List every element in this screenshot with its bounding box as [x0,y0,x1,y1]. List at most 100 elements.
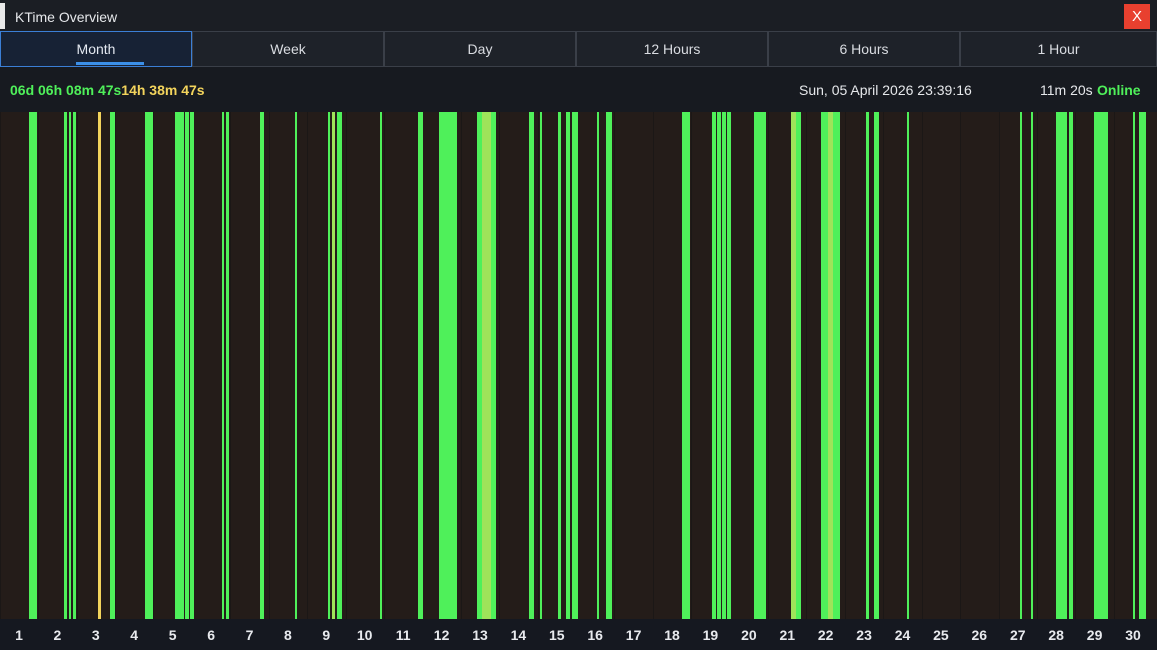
activity-segment-online [259,112,264,619]
activity-segment-online [1132,112,1135,619]
day-tick-label: 13 [472,627,488,643]
day-separator [384,112,385,619]
day-separator [538,112,539,619]
day-separator [307,112,308,619]
tab-label: 6 Hours [839,41,889,57]
day-tick-label: 18 [664,627,680,643]
activity-segment-online [190,112,195,619]
session-duration: 11m 20s [1040,82,1093,98]
activity-segment-online [185,112,189,619]
activity-segment-online [418,112,424,619]
day-tick-label: 1 [15,627,23,643]
activity-segment-online [476,112,482,619]
totals: 06d 06h 08m 47s14h 38m 47s [10,82,205,98]
day-tick-label: 7 [245,627,254,643]
close-button[interactable]: X [1124,4,1150,29]
tab-month[interactable]: Month [0,31,192,67]
activity-segment-online [539,112,542,619]
activity-segment-online [572,112,579,619]
tab-label: Day [467,41,493,57]
activity-segment-online [796,112,802,619]
activity-segment-online [295,112,298,619]
day-separator [0,112,1,619]
day-tick-label: 29 [1086,627,1103,643]
day-separator [806,112,807,619]
activity-segment-online [1139,112,1146,619]
range-tabs: Month Week Day 12 Hours 6 Hours 1 Hour [0,31,1157,67]
activity-segment-online [1056,112,1067,619]
activity-segment-online [175,112,184,619]
activity-segment-online [865,112,870,619]
activity-segment-online [438,112,457,619]
day-tick-label: 22 [817,627,834,643]
window-title: KTime Overview [15,9,118,25]
activity-segment-online [754,112,767,619]
activity-segment-online [874,112,880,619]
activity-timeline[interactable] [0,112,1157,619]
activity-segment-online [606,112,612,619]
tab-label: 12 Hours [643,41,701,57]
day-separator [1075,112,1076,619]
activity-segment-partial [827,112,833,619]
day-tick-label: 6 [207,627,215,643]
day-separator [845,112,846,619]
day-separator [922,112,923,619]
day-separator [1037,112,1038,619]
day-separator [115,112,116,619]
day-separator [653,112,654,619]
day-tick-label: 21 [779,627,796,643]
tab-day[interactable]: Day [384,31,576,67]
app-icon [0,3,5,29]
activity-segment-idle [97,112,102,619]
activity-segment-online [1068,112,1074,619]
activity-segment-online [529,112,535,619]
day-tick-label: 15 [549,627,565,643]
day-tick-label: 28 [1048,627,1064,643]
tab-week[interactable]: Week [192,31,384,67]
activity-segment-online [717,112,722,619]
day-separator [614,112,615,619]
activity-segment-online [722,112,726,619]
day-tick-label: 2 [53,627,62,643]
status-bar: 06d 06h 08m 47s14h 38m 47s Sun, 05 April… [0,67,1157,112]
activity-segment-online [907,112,910,619]
day-tick-label: 30 [1125,627,1141,643]
activity-segment-online [63,112,68,619]
day-separator [269,112,270,619]
tab-label: 1 Hour [1037,41,1080,57]
day-tick-label: 3 [91,627,100,643]
activity-segment-online [222,112,225,619]
day-tick-label: 16 [587,627,603,643]
day-separator [153,112,154,619]
day-tick-label: 17 [625,627,642,643]
current-datetime: Sun, 05 April 2026 23:39:16 [799,82,972,98]
day-axis: 1 2 3 4 5 6 7 8 9 10 11 12 13 14 15 16 17 18 19 20 21 22 23 24 2… [0,619,1157,650]
activity-segment-online [597,112,600,619]
day-separator [691,112,692,619]
tab-1-hour[interactable]: 1 Hour [960,31,1157,67]
day-tick-label: 24 [894,627,911,643]
tab-6-hours[interactable]: 6 Hours [768,31,960,67]
activity-segment-online [712,112,716,619]
activity-segment-online [328,112,331,619]
day-tick-label: 26 [971,627,988,643]
day-tick-label: 10 [356,627,373,643]
online-total: 06d 06h 08m 47s [10,82,122,98]
day-tick-label: 4 [130,627,139,643]
tab-12-hours[interactable]: 12 Hours [576,31,768,67]
day-tick-label: 14 [510,627,527,643]
day-separator [499,112,500,619]
activity-segment-online [557,112,562,619]
activity-segment-online [682,112,691,619]
day-separator [1114,112,1115,619]
activity-segment-online [833,112,840,619]
title-bar: KTime Overview X [0,0,1157,32]
activity-segment-online [566,112,570,619]
idle-total: 14h 38m 47s [121,82,205,98]
activity-segment-online [1094,112,1109,619]
day-separator [38,112,39,619]
activity-segment-online [144,112,153,619]
activity-segment-online [29,112,38,619]
day-tick-label: 23 [856,627,872,643]
activity-segment-online [110,112,115,619]
